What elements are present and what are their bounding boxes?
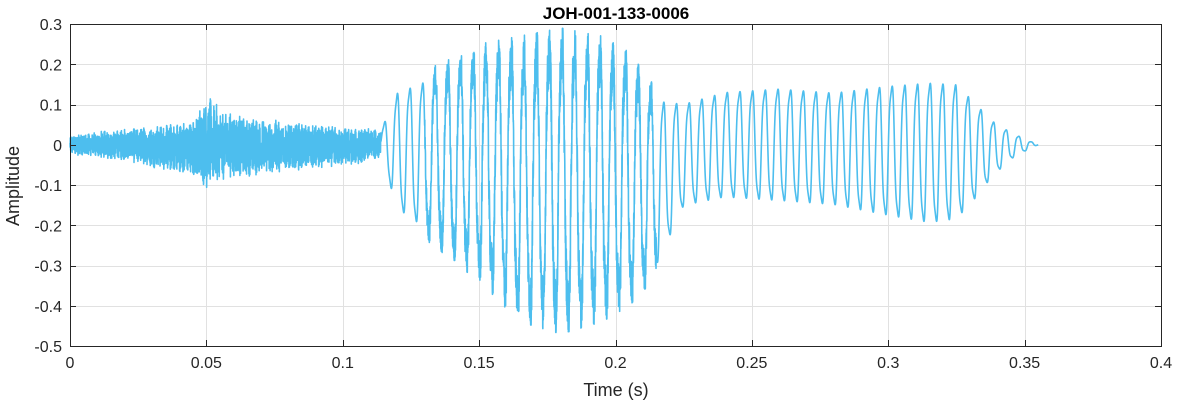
- y-tick-label: -0.5: [34, 339, 62, 356]
- chart-title: JOH-001-133-0006: [543, 4, 689, 23]
- x-tick-label: 0.15: [464, 355, 495, 372]
- waveform-line: [69, 27, 1039, 334]
- x-tick-label: 0.4: [1150, 355, 1172, 372]
- x-axis-label: Time (s): [583, 380, 648, 400]
- waveform-layer: [69, 27, 1039, 334]
- y-tick-label: -0.3: [34, 259, 62, 276]
- y-tick-label: 0.3: [40, 17, 62, 34]
- y-tick-label: 0.2: [40, 57, 62, 74]
- y-tick-label: -0.1: [34, 178, 62, 195]
- x-tick-label: 0.2: [604, 355, 626, 372]
- x-tick-label: 0: [66, 355, 75, 372]
- y-tick-label: -0.2: [34, 218, 62, 235]
- x-axis-ticks: 0 0.05 0.1 0.15 0.2 0.25 0.3 0.35 0.4: [66, 24, 1172, 372]
- x-tick-label: 0.3: [877, 355, 899, 372]
- x-tick-label: 0.35: [1009, 355, 1040, 372]
- y-axis-ticks: 0.3 0.2 0.1 0 -0.1 -0.2 -0.3 -0.4 -0.5: [34, 17, 1161, 356]
- x-tick-label: 0.05: [191, 355, 222, 372]
- x-tick-label: 0.1: [332, 355, 354, 372]
- y-tick-label: 0.1: [40, 98, 62, 115]
- y-tick-label: -0.4: [34, 299, 62, 316]
- x-tick-label: 0.25: [736, 355, 767, 372]
- y-tick-label: 0: [53, 138, 62, 155]
- y-axis-label: Amplitude: [3, 146, 23, 226]
